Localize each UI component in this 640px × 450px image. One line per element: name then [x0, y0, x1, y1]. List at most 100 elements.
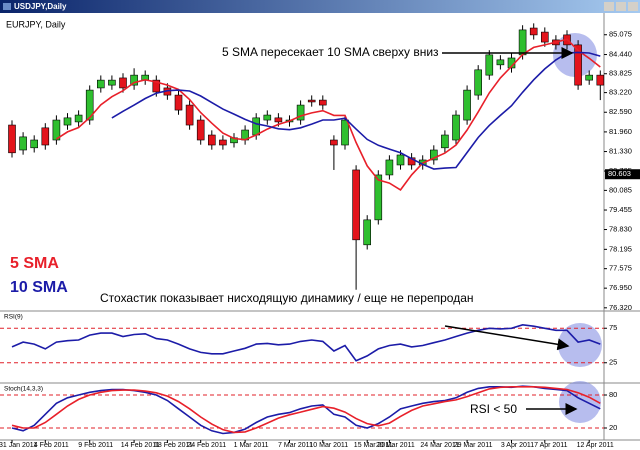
candle-body	[30, 139, 39, 149]
x-tick-label: 20 Mar 2011	[376, 442, 415, 449]
candle-body	[219, 139, 227, 146]
candle-body	[441, 134, 449, 149]
candle-body	[274, 117, 283, 123]
maximize-button[interactable]	[616, 2, 626, 11]
x-tick-label: 18 Feb 2011	[154, 442, 193, 449]
candle-body	[385, 159, 394, 176]
candle-body	[263, 114, 272, 121]
candle-body	[341, 119, 349, 146]
y-tick-label: 80.085	[609, 185, 632, 194]
y-tick-label: 81.330	[609, 147, 632, 156]
y-tick-label: 77.575	[609, 264, 632, 273]
x-tick-label: 24 Mar 2011	[420, 442, 459, 449]
candle-body	[540, 31, 549, 43]
y-tick-label: 25	[609, 358, 617, 367]
x-tick-label: 14 Feb 2011	[121, 442, 160, 449]
chart-area	[0, 13, 640, 450]
y-tick-label: 82.590	[609, 107, 632, 116]
candle-body	[252, 117, 260, 136]
candle-body	[574, 44, 582, 86]
annotation: Стохастик показывает нисходящую динамику…	[100, 291, 474, 305]
candle-body	[529, 27, 538, 36]
candle-body	[174, 94, 183, 111]
price-marker-label: 80.603	[608, 169, 631, 178]
minimize-button[interactable]	[604, 2, 614, 11]
candle-body	[119, 77, 127, 89]
x-tick-label: 15 Mar 2011	[354, 442, 393, 449]
candle-body	[485, 54, 494, 76]
y-tick-label: 80	[609, 390, 617, 399]
candle-body	[108, 79, 116, 86]
x-tick-label: 29 Mar 2011	[454, 442, 493, 449]
arrow	[444, 325, 570, 351]
y-tick-label: 20	[609, 423, 617, 432]
y-tick-label: 78.830	[609, 225, 632, 234]
y-tick-label: 83.825	[609, 69, 632, 78]
candle-body	[74, 114, 83, 123]
candle-body	[41, 127, 50, 146]
x-tick-label: 24 Feb 2011	[187, 442, 226, 449]
x-tick-label: 12 Apr 2011	[577, 442, 614, 449]
candle-body	[407, 157, 416, 166]
title-bar	[0, 0, 640, 13]
y-tick-label: 75	[609, 323, 617, 332]
candle-body	[208, 134, 216, 146]
candle-body	[85, 89, 94, 121]
y-tick-label: 76.320	[609, 303, 632, 312]
close-button[interactable]	[628, 2, 638, 11]
candle-body	[196, 119, 205, 141]
y-tick-label: 85.075	[609, 30, 632, 39]
candle-body	[463, 89, 471, 121]
panel-title: Stoch(14,3,3)	[4, 386, 43, 393]
candle-body	[8, 124, 16, 154]
candle-body	[307, 99, 316, 103]
chart-title: EURJPY, Daily	[6, 19, 66, 29]
panel-frame	[0, 13, 640, 441]
y-tick-label: 83.220	[609, 88, 632, 97]
y-tick-label: 81.960	[609, 127, 632, 136]
price-marker	[605, 169, 640, 180]
candle-body	[474, 69, 483, 96]
candle-body	[19, 136, 27, 151]
candle-body	[452, 114, 460, 141]
panel-title: RSI(9)	[4, 314, 23, 321]
candle-body	[63, 117, 72, 126]
series-line	[11, 323, 601, 362]
candle-body	[296, 104, 305, 121]
highlight-circle	[558, 323, 602, 367]
x-tick-label: 1 Mar 2011	[234, 442, 269, 449]
candle-body	[374, 174, 383, 221]
legend-entry: 5 SMA	[10, 255, 59, 272]
annotation: 5 SMA пересекает 10 SMA сверху вниз	[222, 45, 439, 59]
candle-body	[185, 104, 194, 126]
candle-body	[152, 79, 161, 93]
plot-layer: 85.075 84.440 83.825 83.220 82.590 81.960 81.3…	[0, 23, 640, 449]
candle-body	[318, 99, 327, 106]
candle-body	[52, 119, 61, 141]
highlight-circle	[559, 381, 601, 423]
x-tick-label: 31 Jan 2011	[0, 442, 37, 449]
candle-body	[363, 219, 372, 246]
candle-body	[429, 149, 438, 161]
x-tick-label: 7 Mar 2011	[278, 442, 313, 449]
y-tick-label: 78.195	[609, 244, 632, 253]
candle-body	[518, 29, 527, 56]
y-tick-label: 84.440	[609, 50, 632, 59]
annotation: RSI < 50	[470, 402, 517, 416]
series-line	[111, 51, 601, 170]
x-tick-label: 4 Feb 2011	[34, 442, 69, 449]
y-tick-label: 76.950	[609, 283, 632, 292]
legend-entry: 10 SMA	[10, 279, 68, 296]
candle-body	[130, 74, 138, 86]
candle-body	[330, 139, 338, 146]
candle-body	[496, 59, 505, 66]
x-tick-label: 7 Apr 2011	[534, 442, 567, 449]
window-title: USDJPY,Daily	[14, 2, 67, 11]
candle-body	[596, 74, 605, 86]
y-tick-label: 79.455	[609, 205, 632, 214]
x-tick-label: 9 Feb 2011	[78, 442, 113, 449]
candle-body	[352, 169, 360, 241]
x-tick-label: 3 Apr 2011	[501, 442, 534, 449]
